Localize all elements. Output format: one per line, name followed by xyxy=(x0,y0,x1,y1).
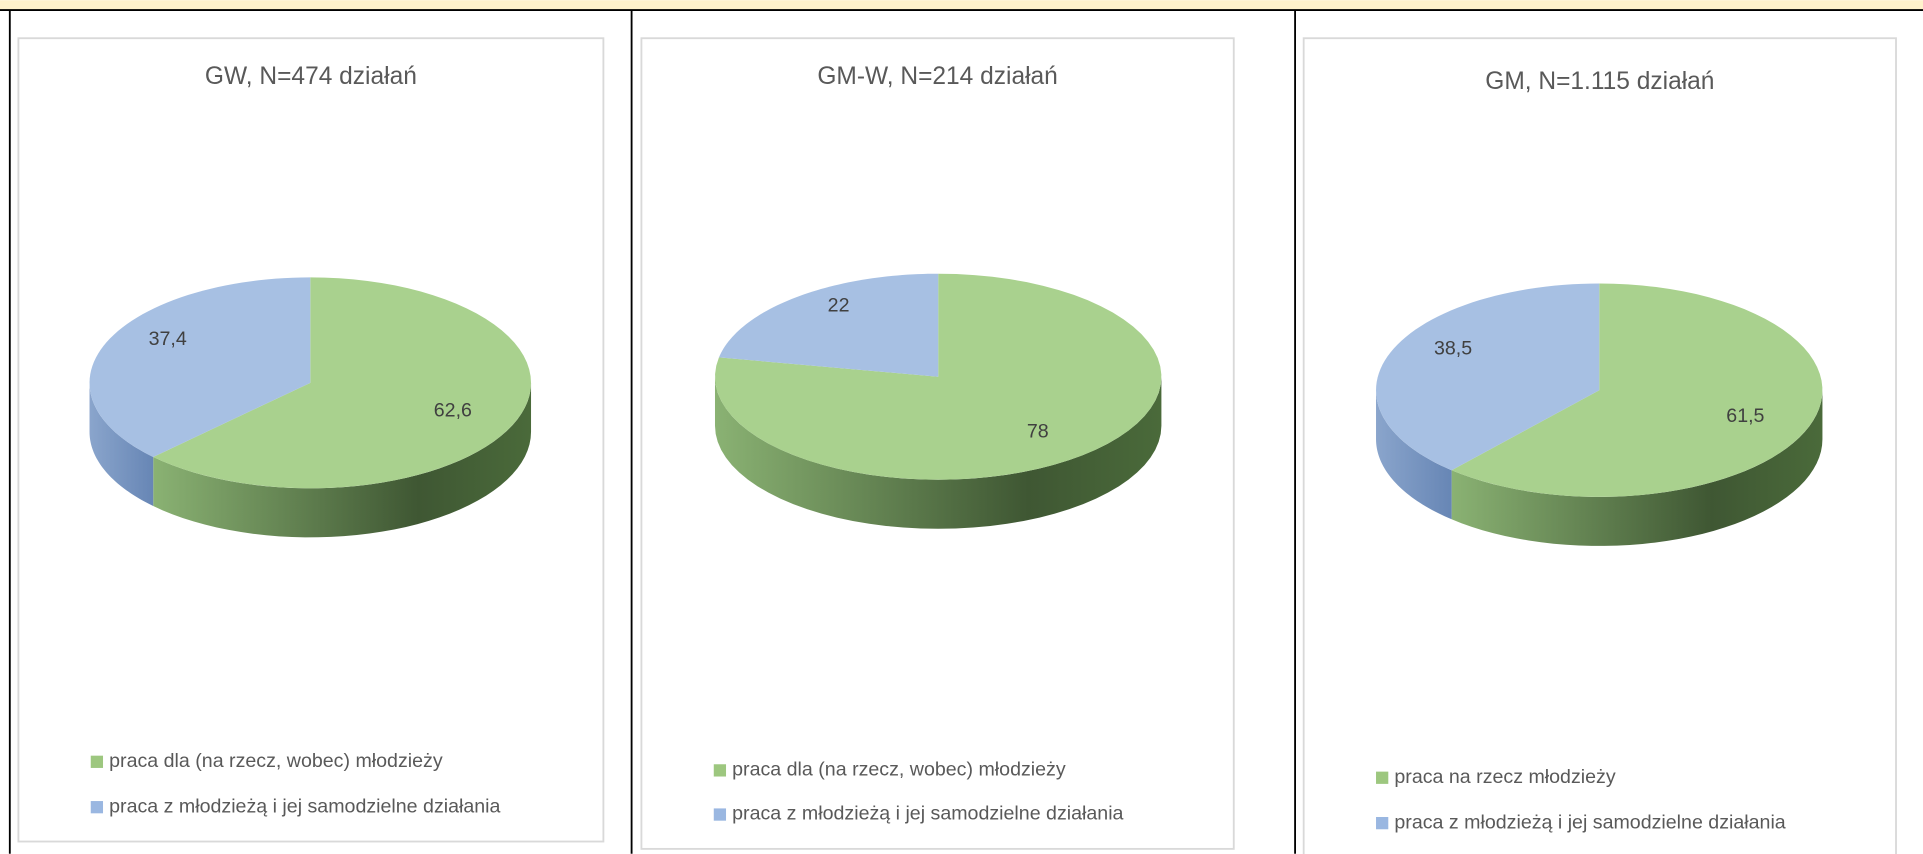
slice xyxy=(1451,283,1823,497)
legend-label: praca z młodzieżą i jej samodzielne dzia… xyxy=(1394,811,1785,833)
legend-label: praca na rzecz młodzieży xyxy=(1394,766,1615,788)
legend-swatch xyxy=(1376,816,1389,830)
data-label: 78 xyxy=(1027,420,1049,442)
header-band xyxy=(0,0,1923,11)
slice xyxy=(1376,283,1600,471)
data-label: 38,5 xyxy=(1434,337,1472,359)
data-label: 37,4 xyxy=(149,328,187,350)
data-label: 61,5 xyxy=(1726,405,1764,427)
legend-swatch xyxy=(90,801,104,814)
legend-label: praca z młodzieżą i jej samodzielne dzia… xyxy=(732,803,1123,825)
legend-swatch xyxy=(1376,771,1389,784)
legend-label: praca dla (na rzecz, wobec) młodzieży xyxy=(109,750,443,772)
chart-title: GW, N=474 działań xyxy=(205,63,417,90)
slice-side xyxy=(1376,390,1452,520)
legend-swatch xyxy=(90,755,104,768)
data-label: 62,6 xyxy=(434,400,472,422)
legend-label: praca z młodzieżą i jej samodzielne dzia… xyxy=(109,795,500,817)
legend-swatch xyxy=(713,808,727,821)
slice xyxy=(715,273,1162,480)
slice-side xyxy=(89,382,154,507)
legend-swatch xyxy=(713,764,727,777)
chart-title: GM, N=1.115 działań xyxy=(1485,68,1714,95)
slice xyxy=(153,277,532,489)
slice xyxy=(718,273,939,377)
slice-side xyxy=(153,382,532,538)
legend-label: praca dla (na rzecz, wobec) młodzieży xyxy=(732,759,1066,781)
slice-side xyxy=(714,376,1162,529)
chart-title: GM-W, N=214 działań xyxy=(817,63,1057,90)
data-label: 22 xyxy=(828,295,850,317)
slice xyxy=(89,277,311,457)
slice-side xyxy=(1451,390,1823,546)
